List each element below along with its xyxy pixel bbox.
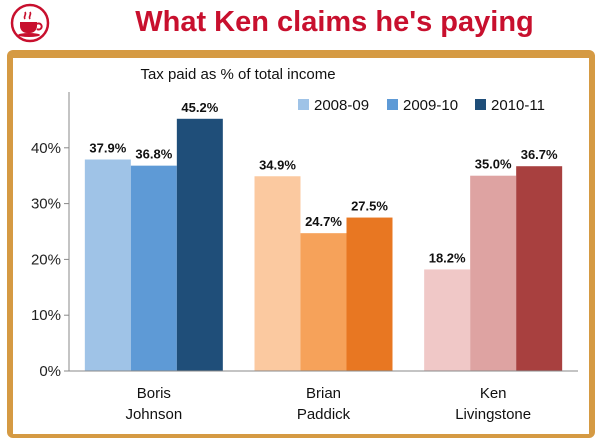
legend-swatch: [475, 99, 486, 110]
data-label: 24.7%: [305, 214, 342, 229]
y-tick-label: 30%: [31, 196, 61, 213]
chart-title: Tax paid as % of total income: [140, 66, 335, 83]
chart-area: Tax paid as % of total income 0% 10% 20% 30…: [13, 58, 589, 434]
header: What Ken claims he's paying: [0, 0, 609, 48]
bar: [516, 166, 563, 371]
bar: [470, 175, 517, 371]
data-label: 45.2%: [181, 100, 218, 115]
legend-swatch: [298, 99, 309, 110]
bar: [130, 165, 177, 371]
legend-label: 2008-09: [314, 97, 369, 114]
data-labels: 37.9% 36.8% 45.2% 34.9% 24.7% 27.5% 18.2% 35.0%…: [89, 100, 558, 266]
x-tick-label: Brian: [306, 385, 341, 402]
y-tick-label: 10%: [31, 307, 61, 324]
data-label: 34.9%: [259, 157, 296, 172]
page-title: What Ken claims he's paying: [135, 6, 534, 38]
x-tick-label: Livingstone: [455, 406, 531, 423]
bar: [346, 217, 393, 371]
x-tick-label: Boris: [137, 385, 171, 402]
x-tick-label: Ken: [480, 385, 507, 402]
legend: 2008-09 2009-10 2010-11: [298, 97, 545, 114]
y-tick-label: 40%: [31, 140, 61, 157]
legend-label: 2009-10: [403, 97, 458, 114]
x-tick-label: Johnson: [125, 406, 182, 423]
bars: [84, 118, 563, 371]
data-label: 36.8%: [135, 147, 172, 162]
data-label: 36.7%: [521, 147, 558, 162]
y-tick-label: 0%: [39, 363, 61, 380]
teacup-logo-icon: [10, 3, 50, 43]
data-label: 37.9%: [89, 141, 126, 156]
y-tick-label: 20%: [31, 251, 61, 268]
data-label: 27.5%: [351, 199, 388, 214]
legend-label: 2010-11: [491, 97, 545, 114]
x-axis: Boris Johnson Brian Paddick Ken Livingstone: [125, 385, 531, 423]
bar: [84, 159, 131, 371]
bar-chart: Tax paid as % of total income 0% 10% 20% 30…: [31, 66, 578, 423]
data-label: 18.2%: [429, 250, 466, 265]
bar: [176, 118, 223, 371]
bar: [254, 176, 301, 371]
x-tick-label: Paddick: [297, 406, 351, 423]
bar: [424, 269, 471, 371]
bar: [300, 233, 347, 371]
data-label: 35.0%: [475, 157, 512, 172]
legend-swatch: [387, 99, 398, 110]
y-axis: 0% 10% 20% 30% 40%: [31, 140, 69, 380]
